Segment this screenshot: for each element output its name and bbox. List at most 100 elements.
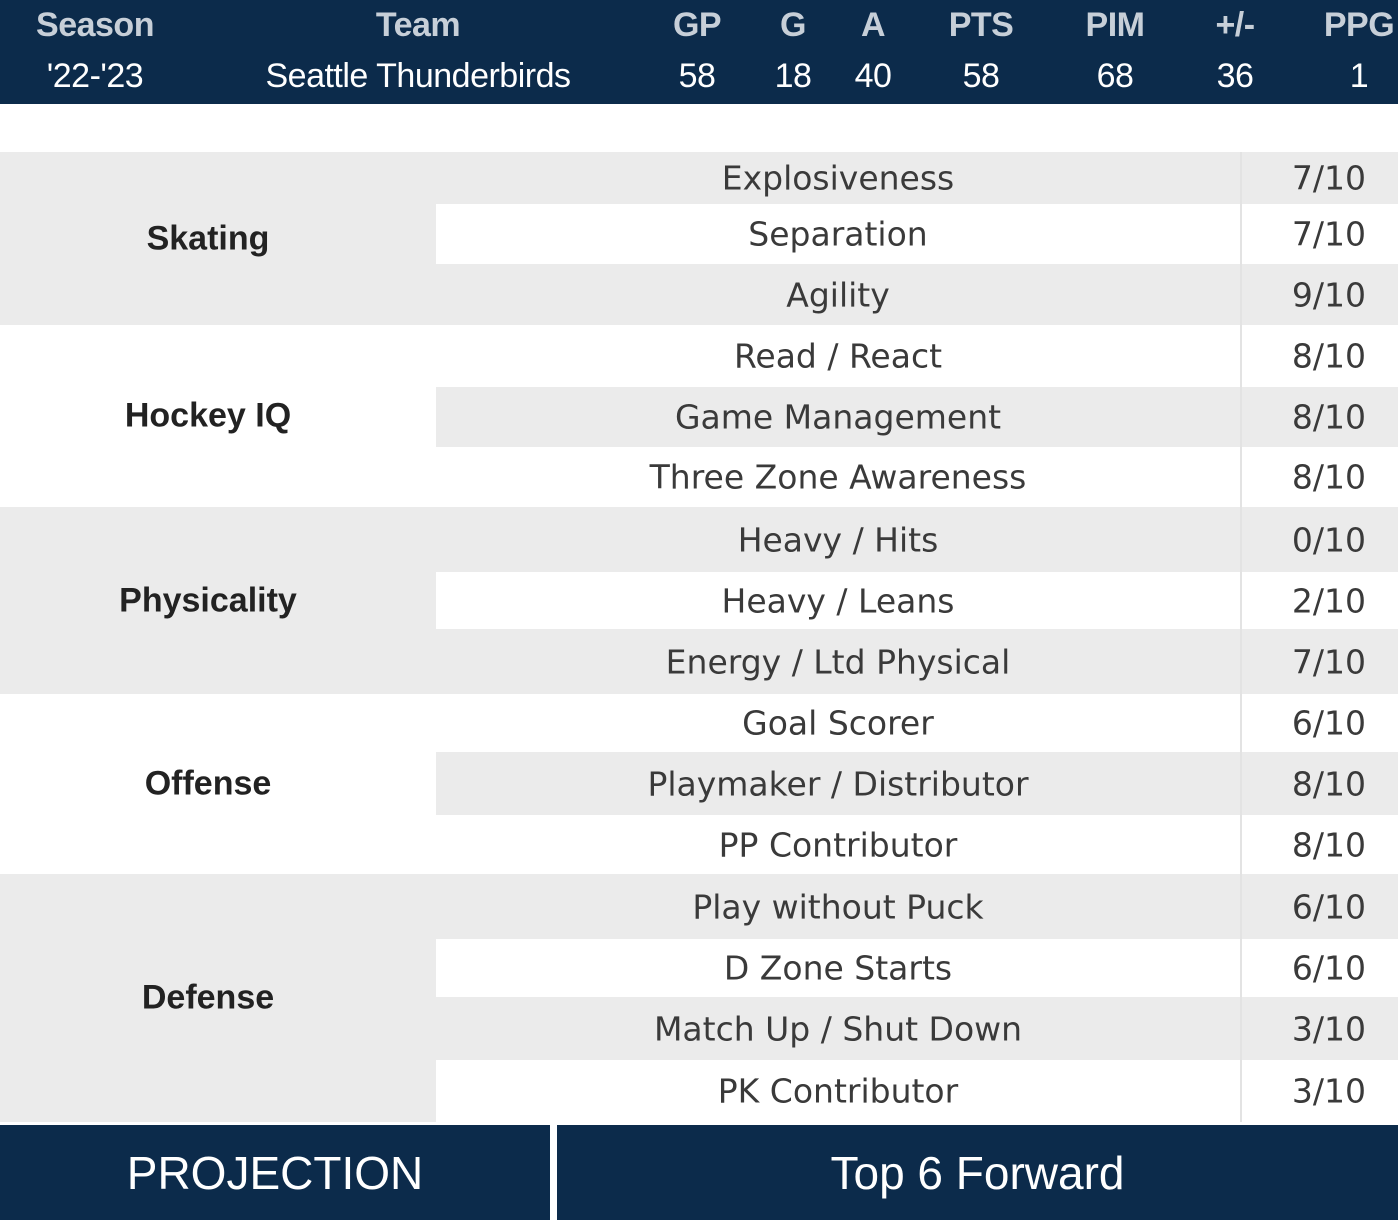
row-divider: [1240, 572, 1242, 629]
rating-label: Explosiveness: [721, 158, 955, 198]
category-label: Defense: [141, 978, 275, 1017]
stats-header-bar: Season '22-'23 Team Seattle Thunderbirds…: [0, 0, 1398, 104]
rating-row: Energy / Ltd Physical 7/10: [436, 629, 1398, 694]
rating-score: 6/10: [1291, 887, 1366, 926]
row-divider: [1240, 997, 1242, 1060]
rating-score: 8/10: [1291, 397, 1366, 437]
stat-value-ppg: 1: [1349, 57, 1369, 95]
rating-row: Play without Puck 6/10: [436, 874, 1398, 939]
stat-column-gp: GP 58: [652, 0, 742, 104]
category-physicality: Physicality Heavy / Hits 0/10 Heavy / Le…: [0, 507, 1398, 694]
stat-header-season: Season: [36, 6, 154, 44]
row-divider: [1240, 939, 1242, 997]
rating-score: 0/10: [1291, 520, 1366, 559]
row-divider: [1240, 815, 1242, 874]
row-divider: [1240, 264, 1242, 325]
category-label: Physicality: [119, 581, 297, 619]
projection-value-cell: Top 6 Forward: [557, 1125, 1398, 1220]
stat-column-a: A 40: [833, 0, 913, 104]
stat-header-g: G: [780, 6, 806, 44]
rating-label: PP Contributor: [718, 825, 958, 864]
rating-score: 3/10: [1291, 1071, 1366, 1111]
rating-label: Heavy / Leans: [721, 581, 955, 620]
stat-header-pts: PTS: [948, 6, 1014, 44]
rating-label: Three Zone Awareness: [649, 457, 1027, 497]
rating-label: Play without Puck: [692, 887, 984, 926]
rating-row: Agility 9/10: [436, 264, 1398, 325]
rating-row: Playmaker / Distributor 8/10: [436, 752, 1398, 815]
stat-column-g: G 18: [753, 0, 833, 104]
stat-value-season: '22-'23: [46, 57, 144, 95]
rating-row: PK Contributor 3/10: [436, 1060, 1398, 1122]
rating-score: 7/10: [1291, 642, 1366, 681]
rating-label: Heavy / Hits: [737, 520, 939, 559]
stat-column-pim: PIM 68: [1060, 0, 1170, 104]
stat-value-a: 40: [854, 57, 892, 95]
stat-value-gp: 58: [678, 57, 716, 95]
rating-label: Agility: [786, 275, 890, 314]
stat-header-pim: PIM: [1085, 6, 1145, 44]
stat-header-ppg: PPG: [1323, 6, 1395, 44]
rating-row: Game Management 8/10: [436, 387, 1398, 447]
row-divider: [1240, 152, 1242, 204]
rating-score: 7/10: [1291, 214, 1366, 254]
stat-column-team: Team Seattle Thunderbirds: [230, 0, 606, 104]
rating-label: PK Contributor: [717, 1071, 959, 1111]
rating-score: 8/10: [1291, 336, 1366, 376]
stat-value-g: 18: [774, 57, 812, 95]
rating-row: Heavy / Hits 0/10: [436, 507, 1398, 572]
rating-score: 6/10: [1291, 703, 1366, 743]
row-divider: [1240, 507, 1242, 572]
rating-label: Read / React: [733, 336, 943, 376]
stat-column-pts: PTS 58: [926, 0, 1036, 104]
row-divider: [1240, 387, 1242, 447]
rating-label: D Zone Starts: [723, 948, 953, 988]
rating-row: Match Up / Shut Down 3/10: [436, 997, 1398, 1060]
rating-row: PP Contributor 8/10: [436, 815, 1398, 874]
stat-header-plus-minus: +/-: [1215, 6, 1255, 44]
projection-label-cell: PROJECTION: [0, 1125, 550, 1220]
category-label: Hockey IQ: [124, 396, 292, 435]
category-skating: Skating Explosiveness 7/10 Separation 7/…: [0, 152, 1398, 325]
rating-row: Separation 7/10: [436, 204, 1398, 264]
stat-value-plus-minus: 36: [1216, 57, 1254, 95]
rating-score: 7/10: [1291, 158, 1366, 198]
rating-score: 3/10: [1291, 1009, 1366, 1048]
rating-row: Goal Scorer 6/10: [436, 694, 1398, 752]
row-divider: [1240, 1060, 1242, 1122]
projection-value: Top 6 Forward: [830, 1146, 1125, 1199]
projection-divider: [550, 1125, 557, 1220]
rating-score: 8/10: [1291, 764, 1366, 803]
rating-row: Read / React 8/10: [436, 325, 1398, 387]
rating-score: 9/10: [1291, 275, 1366, 314]
rating-row: Three Zone Awareness 8/10: [436, 447, 1398, 507]
stat-header-team: Team: [375, 6, 461, 44]
projection-label: PROJECTION: [126, 1146, 424, 1199]
stat-value-team: Seattle Thunderbirds: [265, 57, 571, 95]
rating-row: D Zone Starts 6/10: [436, 939, 1398, 997]
stat-header-gp: GP: [672, 6, 722, 44]
stat-column-ppg: PPG 1: [1310, 0, 1398, 104]
row-divider: [1240, 629, 1242, 694]
rating-row: Heavy / Leans 2/10: [436, 572, 1398, 629]
category-hockey-iq: Hockey IQ Read / React 8/10 Game Managem…: [0, 325, 1398, 507]
rating-score: 8/10: [1291, 457, 1366, 497]
rating-label: Energy / Ltd Physical: [665, 642, 1011, 681]
rating-label: Separation: [748, 214, 928, 254]
category-label: Offense: [144, 764, 272, 803]
rating-label: Match Up / Shut Down: [653, 1009, 1023, 1048]
rating-score: 2/10: [1291, 581, 1366, 620]
row-divider: [1240, 447, 1242, 507]
projection-bar: PROJECTION Top 6 Forward: [0, 1125, 1398, 1220]
stat-column-plus-minus: +/- 36: [1185, 0, 1285, 104]
stat-value-pim: 68: [1096, 57, 1134, 95]
rating-score: 6/10: [1291, 948, 1366, 988]
rating-score: 8/10: [1291, 825, 1366, 864]
row-divider: [1240, 694, 1242, 752]
stat-column-season: Season '22-'23: [0, 0, 190, 104]
stat-header-a: A: [860, 6, 886, 44]
row-divider: [1240, 752, 1242, 815]
category-label: Skating: [146, 219, 270, 257]
rating-label: Playmaker / Distributor: [647, 764, 1029, 803]
category-defense: Defense Play without Puck 6/10 D Zone St…: [0, 874, 1398, 1122]
